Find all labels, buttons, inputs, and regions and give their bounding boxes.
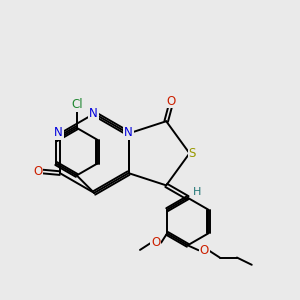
Text: O: O: [151, 236, 160, 249]
Text: O: O: [33, 165, 42, 178]
Text: O: O: [166, 94, 176, 108]
Text: H: H: [193, 187, 201, 197]
Text: S: S: [188, 147, 196, 160]
Text: O: O: [200, 244, 209, 257]
Text: N: N: [89, 106, 98, 119]
Text: N: N: [54, 126, 63, 139]
Text: Cl: Cl: [71, 98, 82, 111]
Text: N: N: [124, 126, 133, 139]
